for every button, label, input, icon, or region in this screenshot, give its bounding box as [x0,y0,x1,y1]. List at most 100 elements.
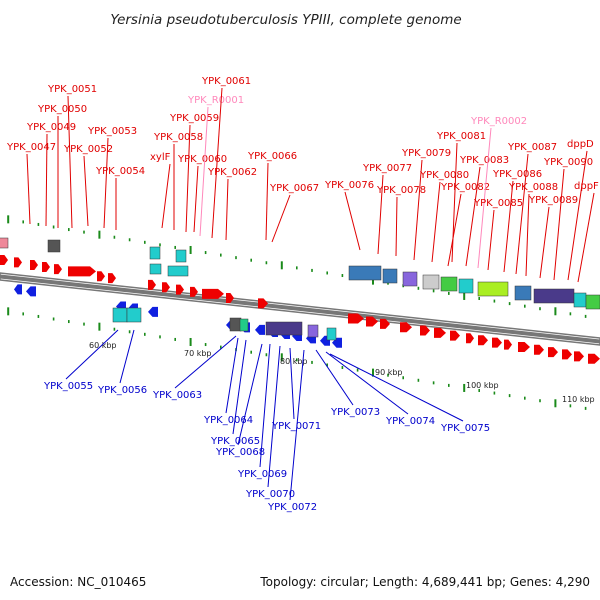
reverse-gene-label: YPK_0074 [385,416,435,427]
upper-tick-row-mark [296,266,298,270]
forward-label-leader [447,193,462,267]
lower-tick-row-mark [493,391,496,395]
forward-gene-arrow [348,313,364,324]
scale-tick-label: 60 kbp [89,341,117,350]
upper-tick-row-mark [569,312,572,316]
reverse-label-leader [225,337,239,414]
forward-gene-arrow [190,286,198,297]
lower-tick-row-mark [128,330,131,334]
forward-gene-label: YPK_0083 [459,155,509,166]
forward-label-leader [567,150,588,281]
lower-tick-row-mark [432,381,435,385]
forward-gene-label: YPK_R0001 [187,95,244,106]
reverse-gene-arrow [255,324,265,335]
lower-tick-row-mark [98,322,101,331]
forward-gene-arrow [504,339,512,350]
upper-tick-row-mark [417,286,420,290]
forward-gene-arrow [97,271,105,282]
scale-tick-label: 80 kbp [280,357,308,366]
upper-tick-row-mark [326,271,328,275]
forward-gene-label: YPK_0051 [47,84,97,95]
reverse-gene-arrow [26,286,36,297]
forward-label-leader [67,95,73,229]
upper-tick-row-mark [493,299,496,303]
forward-label-leader [193,165,199,233]
lower-tick-row-mark [387,373,389,377]
forward-gene-label: YPK_0058 [153,132,203,143]
lower-tick-row-mark [189,337,192,346]
forward-gene-label: YPK_0089 [528,195,578,206]
reverse-gene-label: YPK_0073 [330,407,380,418]
reverse-gene-arrow [332,337,342,348]
reverse-gene-label: YPK_0055 [43,381,93,392]
upper-tick-row-mark [113,235,116,239]
domain-block [175,249,187,263]
forward-label-leader [515,153,529,275]
genome-backbone [0,272,600,346]
forward-label-leader [487,209,495,271]
domain-block [348,265,382,281]
gene-labels: YPK_0047 YPK_0049 YPK_0050 YPK_0051 YPK_0052… [6,76,599,513]
forward-gene-arrow [562,349,572,360]
scale-tick-label: 70 kbp [184,349,212,358]
upper-tick-row-mark [524,304,526,308]
forward-gene-label: YPK_0086 [492,169,542,180]
forward-gene-arrow [548,347,558,358]
scale-tick-label: 90 kbp [375,368,403,377]
forward-label-leader [344,191,361,251]
forward-label-leader [83,155,89,227]
forward-gene-arrow [366,316,378,327]
forward-gene-label: YPK_0087 [507,142,557,153]
forward-gene-label: YPK_0059 [169,113,219,124]
forward-gene-arrow [68,266,96,277]
forward-gene-arrow [54,264,62,275]
upper-tick-row-mark [220,253,222,257]
scale-tick-label: 100 kbp [466,381,499,390]
reverse-gene-label: YPK_0072 [267,502,317,513]
reverse-gene-arrow [14,284,22,295]
forward-label-leader [503,180,514,273]
domain-block [229,317,242,332]
forward-label-leader [265,162,269,241]
reverse-label-leader [267,345,281,488]
upper-tick-row-mark [22,220,24,224]
forward-gene-arrow [148,279,156,290]
upper-tick-row-mark [448,291,450,295]
forward-label-leader [377,174,384,255]
forward-gene-label: YPK_0054 [95,166,145,177]
domain-block [382,268,398,284]
forward-gene-label: YPK_R0002 [470,116,527,127]
forward-label-leader [26,153,31,225]
upper-tick-row-mark [554,307,557,316]
upper-tick-row-mark [159,243,161,247]
reverse-label-leader [174,335,237,389]
reverse-gene-arrow [148,306,158,317]
scale-ticks: 60 kbp 70 kbp 80 kbp 90 kbp 100 kbp 110 kbp [89,341,595,404]
forward-gene-arrow [108,273,116,284]
domain-block [112,307,128,323]
forward-gene-label: YPK_0061 [201,76,251,87]
reverse-label-leader [289,349,305,501]
upper-tick-row-mark [539,307,541,311]
reverse-gene-label: YPK_0075 [440,423,490,434]
forward-gene-arrow [176,284,184,295]
forward-gene-arrow [202,288,224,299]
genome-summary-text: Topology: circular; Length: 4,689,441 bp… [259,575,590,589]
forward-gene-arrow [466,333,474,344]
forward-gene-arrow [574,351,584,362]
forward-gene-arrow [534,344,544,355]
reverse-gene-label: YPK_0063 [152,390,202,401]
lower-tick-row-mark [569,404,572,408]
lower-tick-row-mark [280,353,283,362]
domain-block [514,285,532,301]
lower-tick-row-mark [539,399,541,403]
domain-block [149,246,161,260]
upper-tick-row-mark [341,274,344,278]
accession-text: Accession: NC_010465 [10,575,146,589]
upper-tick-row-mark [37,222,40,226]
lower-tick-row-mark [113,327,116,331]
lower-tick-row-mark [402,376,404,380]
forward-label-leader [413,159,423,261]
upper-tick-row-mark [432,289,435,293]
domain-block [402,271,418,287]
